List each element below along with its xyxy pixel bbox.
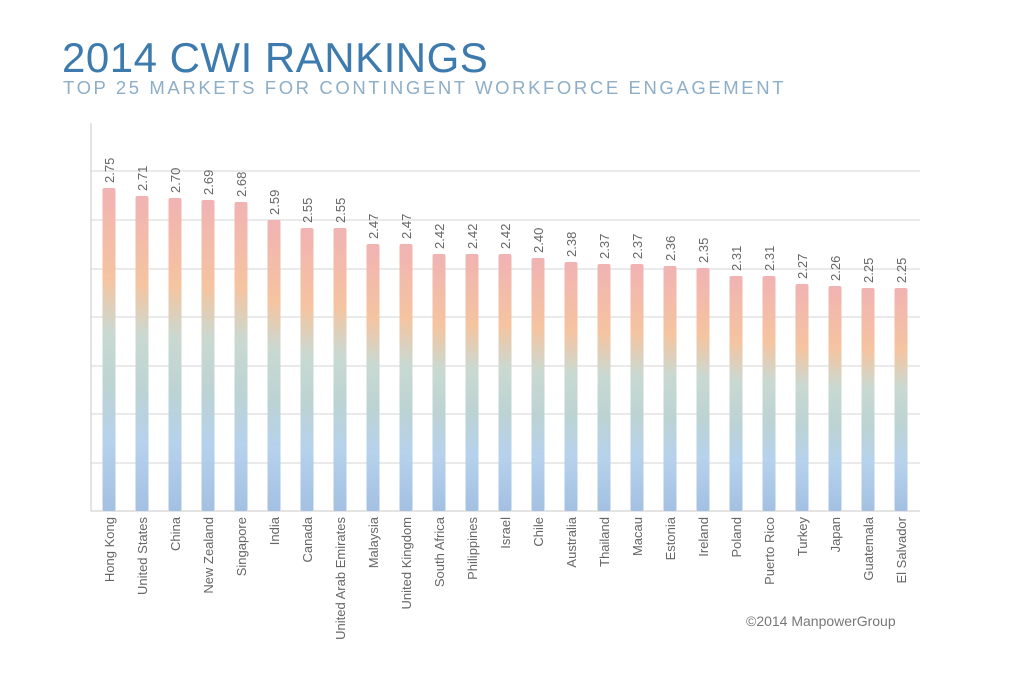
bar-hong-kong (102, 188, 116, 511)
bar-estonia (663, 266, 677, 511)
bar-singapore (234, 202, 248, 511)
category-label: United States (135, 517, 150, 596)
bar-canada (300, 228, 314, 511)
bar-turkey (795, 284, 809, 511)
value-label: 2.69 (201, 170, 216, 195)
value-label: 2.75 (102, 158, 117, 183)
bar-india (267, 220, 281, 511)
value-label: 2.27 (795, 254, 810, 279)
value-label: 2.37 (597, 234, 612, 259)
value-label: 2.47 (366, 214, 381, 239)
chart-subtitle: TOP 25 MARKETS FOR CONTINGENT WORKFORCE … (63, 77, 787, 98)
bar-australia (564, 262, 578, 511)
category-label: New Zealand (201, 517, 216, 594)
copyright: ©2014 ManpowerGroup (746, 613, 896, 629)
category-label: South Africa (432, 516, 447, 587)
category-label: Australia (564, 516, 579, 567)
value-label: 2.25 (861, 258, 876, 283)
value-label: 2.70 (168, 168, 183, 193)
category-label: Israel (498, 517, 513, 549)
category-label: Thailand (597, 517, 612, 567)
category-label: Singapore (234, 517, 249, 576)
category-label: India (267, 516, 282, 545)
value-label: 2.42 (465, 224, 480, 249)
bar-chile (531, 258, 545, 511)
bar-philippines (465, 254, 479, 511)
value-label: 2.40 (531, 228, 546, 253)
category-label: Canada (300, 516, 315, 562)
value-label: 2.25 (894, 258, 909, 283)
category-labels: Hong Kong United States China New Zealand Si… (102, 516, 909, 640)
value-label: 2.42 (432, 224, 447, 249)
category-label: Ireland (696, 517, 711, 557)
category-label: Guatemala (861, 516, 876, 580)
value-labels: 2.75 2.71 2.70 2.69 2.68 2.59 2.55 2.55 2.47 2.47… (102, 158, 909, 283)
category-label: Turkey (795, 517, 810, 557)
bar-united-kingdom (399, 244, 413, 511)
bar-united-states (135, 196, 149, 511)
category-label: Hong Kong (102, 517, 117, 582)
category-label: Puerto Rico (762, 517, 777, 585)
bar-thailand (597, 264, 611, 511)
value-label: 2.38 (564, 232, 579, 257)
value-label: 2.37 (630, 234, 645, 259)
value-label: 2.31 (762, 246, 777, 271)
category-label: Japan (828, 517, 843, 552)
bar-south-africa (432, 254, 446, 511)
category-label: Philippines (465, 517, 480, 580)
value-label: 2.71 (135, 166, 150, 191)
value-label: 2.31 (729, 246, 744, 271)
value-label: 2.42 (498, 224, 513, 249)
bar-malaysia (366, 244, 380, 511)
bar-el-salvador (894, 288, 908, 511)
category-label: Macau (630, 517, 645, 556)
value-label: 2.59 (267, 190, 282, 215)
category-label: Poland (729, 517, 744, 557)
bar-puerto-rico (762, 276, 776, 511)
category-label: Malaysia (366, 516, 381, 568)
bar-israel (498, 254, 512, 511)
category-label: United Kingdom (399, 517, 414, 610)
bar-new-zealand (201, 200, 215, 511)
bar-japan (828, 286, 842, 511)
bar-united-arab-emirates (333, 228, 347, 511)
bar-guatemala (861, 288, 875, 511)
bar-macau (630, 264, 644, 511)
value-label: 2.36 (663, 236, 678, 261)
value-label: 2.35 (696, 238, 711, 263)
value-label: 2.68 (234, 172, 249, 197)
value-label: 2.26 (828, 256, 843, 281)
bars (102, 188, 908, 511)
category-label: China (168, 516, 183, 551)
bar-ireland (696, 268, 710, 511)
value-label: 2.47 (399, 214, 414, 239)
category-label: United Arab Emirates (333, 517, 348, 640)
value-label: 2.55 (300, 198, 315, 223)
category-label: Chile (531, 517, 546, 547)
bar-poland (729, 276, 743, 511)
chart-title: 2014 CWI RANKINGS (62, 34, 489, 81)
category-label: El Salvador (894, 516, 909, 583)
category-label: Estonia (663, 516, 678, 560)
value-label: 2.55 (333, 198, 348, 223)
bar-china (168, 198, 182, 511)
